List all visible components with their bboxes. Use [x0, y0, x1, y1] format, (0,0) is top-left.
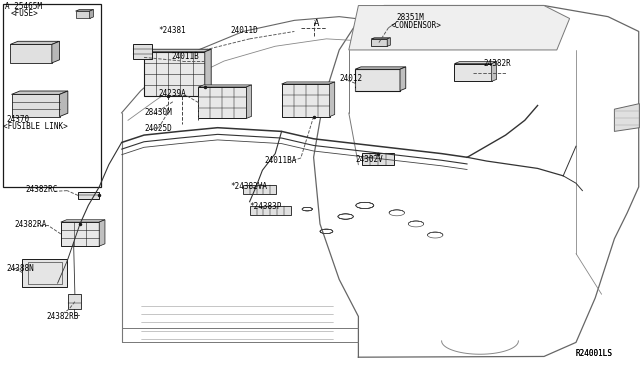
Text: *24381: *24381 — [159, 26, 186, 35]
Polygon shape — [12, 91, 68, 94]
Polygon shape — [492, 62, 497, 81]
Polygon shape — [330, 82, 335, 116]
Text: 24388N: 24388N — [6, 264, 34, 273]
Text: R24001LS: R24001LS — [576, 349, 613, 358]
Bar — [454, 64, 492, 81]
Text: 28351M: 28351M — [397, 13, 424, 22]
Polygon shape — [614, 104, 639, 131]
Polygon shape — [349, 6, 570, 50]
Bar — [355, 69, 400, 91]
Bar — [78, 192, 99, 199]
Text: 24025D: 24025D — [144, 124, 172, 133]
Bar — [68, 294, 81, 309]
Polygon shape — [282, 82, 335, 84]
Text: 24012: 24012 — [339, 74, 362, 83]
Bar — [362, 153, 394, 165]
Text: 28430M: 28430M — [144, 108, 172, 116]
Text: 24382R: 24382R — [483, 60, 511, 68]
Polygon shape — [371, 38, 390, 39]
Bar — [61, 222, 99, 246]
Polygon shape — [400, 67, 406, 91]
Polygon shape — [99, 220, 105, 246]
Bar — [133, 44, 152, 59]
Text: 24011B: 24011B — [172, 52, 199, 61]
Text: <FUSE>: <FUSE> — [10, 10, 38, 19]
Bar — [144, 52, 205, 96]
Text: *24382VA: *24382VA — [230, 182, 268, 190]
Polygon shape — [76, 11, 90, 19]
Polygon shape — [60, 91, 68, 116]
Bar — [22, 259, 67, 287]
Polygon shape — [144, 49, 211, 52]
Text: 24382RA: 24382RA — [14, 221, 47, 230]
Polygon shape — [454, 62, 497, 64]
Polygon shape — [205, 49, 211, 96]
Polygon shape — [90, 10, 93, 19]
Polygon shape — [246, 85, 252, 118]
Polygon shape — [355, 67, 406, 69]
Polygon shape — [387, 38, 390, 46]
Text: A 25465M: A 25465M — [5, 2, 42, 11]
Bar — [282, 84, 330, 116]
Text: <CONDENSOR>: <CONDENSOR> — [390, 20, 441, 30]
Bar — [371, 39, 387, 46]
Bar — [28, 262, 62, 284]
Bar — [243, 185, 276, 194]
Bar — [198, 87, 246, 118]
Text: 24011D: 24011D — [230, 26, 258, 35]
Text: A: A — [314, 19, 319, 28]
Polygon shape — [10, 41, 60, 44]
Text: R24001LS: R24001LS — [576, 349, 613, 358]
Polygon shape — [61, 220, 105, 222]
Polygon shape — [198, 85, 252, 87]
Polygon shape — [10, 44, 52, 63]
Text: *24383P: *24383P — [250, 202, 282, 211]
Polygon shape — [52, 41, 60, 63]
Polygon shape — [12, 94, 60, 116]
Text: 24382RB: 24382RB — [47, 312, 79, 321]
Text: 24382RC: 24382RC — [26, 185, 58, 194]
Text: 24011BA: 24011BA — [264, 156, 297, 165]
Text: 24239A: 24239A — [159, 89, 186, 98]
Circle shape — [39, 272, 51, 279]
Text: 24370: 24370 — [6, 115, 29, 124]
Text: <FUSIBLE LINK>: <FUSIBLE LINK> — [3, 122, 68, 131]
Polygon shape — [76, 10, 93, 11]
Bar — [3, 4, 101, 187]
Bar — [250, 206, 291, 215]
Text: 24302V: 24302V — [355, 155, 383, 164]
